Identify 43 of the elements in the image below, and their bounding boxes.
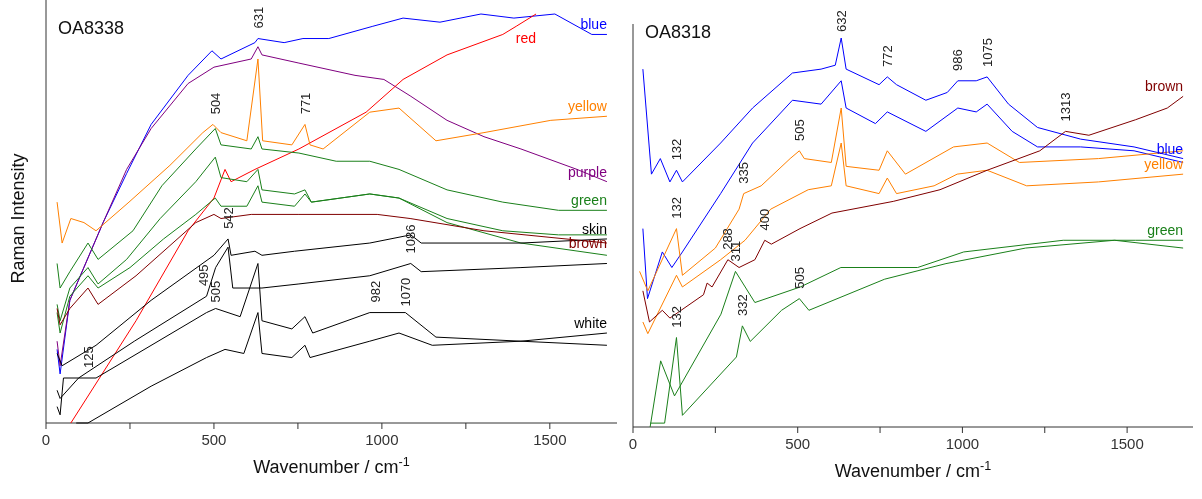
- series-label: green: [1147, 222, 1184, 239]
- x-tick-label: 500: [785, 435, 811, 452]
- series-label: green: [571, 192, 607, 209]
- annotation: 1086: [403, 224, 419, 254]
- x-axis-title: Wavenumber / cm$^{-1}$: [253, 455, 410, 477]
- chart-title: OA8338: [58, 18, 125, 38]
- x-tick-label: 0: [628, 435, 638, 452]
- annotation: 982: [368, 280, 384, 303]
- annotation: 771: [297, 92, 313, 115]
- series-label: yellow: [568, 98, 608, 115]
- annotation: 132: [669, 305, 685, 328]
- x-tick-label: 1000: [365, 431, 399, 448]
- x-axis-title: Wavenumber / cm$^{-1}$: [834, 459, 992, 481]
- x-tick-label: 1500: [1110, 435, 1144, 452]
- series-label: yellow: [1144, 156, 1184, 173]
- annotation: 772: [879, 45, 895, 68]
- annotation: 986: [950, 49, 966, 71]
- x-tick-label: 1500: [533, 431, 567, 448]
- series-label: brown: [1144, 78, 1184, 95]
- x-tick-label: 0: [41, 431, 51, 448]
- annotation: 631: [250, 6, 266, 29]
- annotation: 1075: [979, 38, 995, 68]
- annotation: 632: [833, 10, 849, 32]
- series-label: blue: [580, 16, 608, 33]
- chart-title: OA8318: [645, 22, 712, 42]
- annotation: 132: [669, 138, 685, 161]
- annotation: 504: [207, 92, 223, 115]
- series-label: red: [515, 30, 537, 47]
- annotation: 400: [757, 208, 773, 231]
- x-tick-label: 1000: [945, 435, 980, 452]
- annotation: 505: [791, 267, 807, 289]
- y-axis-title: Raman Intensity: [8, 153, 28, 284]
- annotation: 1070: [397, 277, 413, 307]
- series-label: skin: [582, 220, 607, 237]
- annotation: 332: [734, 294, 750, 316]
- annotation: 505: [791, 119, 807, 141]
- annotation: 132: [669, 197, 685, 219]
- annotation: 125: [80, 346, 96, 368]
- x-tick-label: 500: [201, 431, 227, 448]
- annotation: 542: [220, 207, 236, 229]
- annotation: 1313: [1058, 92, 1074, 122]
- series-label: white: [573, 315, 608, 332]
- annotation: 335: [735, 162, 751, 184]
